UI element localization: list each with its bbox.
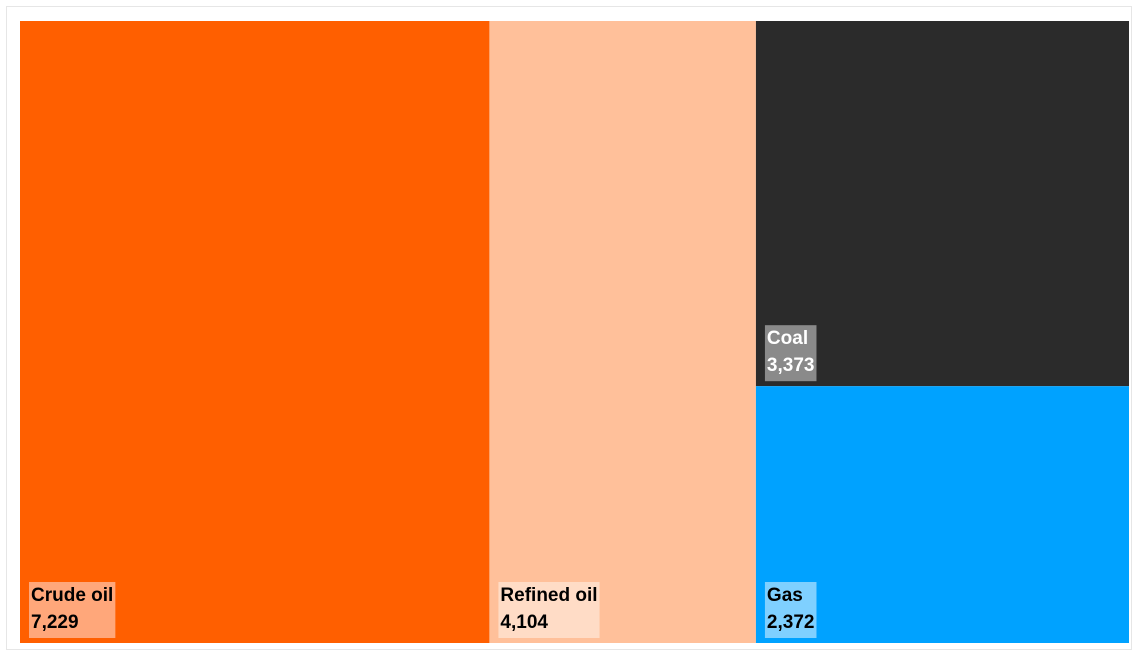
tile-rect-coal <box>755 21 1129 387</box>
tile-refined-oil: Refined oil 4,104 <box>489 21 756 643</box>
tile-label-name-coal: Coal <box>767 328 808 349</box>
tile-label-value-crude-oil: 7,229 <box>31 612 79 633</box>
tile-gas: Gas 2,372 <box>755 386 1129 643</box>
tile-label-bg-crude-oil <box>29 582 116 638</box>
tile-label-value-coal: 3,373 <box>767 355 815 376</box>
tile-crude-oil: Crude oil 7,229 <box>20 21 490 643</box>
tile-label-name-gas: Gas <box>767 585 803 606</box>
treemap-chart: Crude oil 7,229 Refined oil 4,104 Coal 3,373 G… <box>20 21 1129 643</box>
tile-label-value-gas: 2,372 <box>767 612 815 633</box>
tile-rect-gas <box>755 386 1129 643</box>
tile-label-bg-coal <box>764 325 817 382</box>
tile-label-name-crude-oil: Crude oil <box>31 585 113 606</box>
tile-label-name-refined-oil: Refined oil <box>500 585 597 606</box>
tile-label-value-refined-oil: 4,104 <box>500 612 548 633</box>
tile-label-bg-gas <box>764 582 817 638</box>
tile-rect-crude-oil <box>20 21 490 643</box>
tile-coal: Coal 3,373 <box>755 21 1129 387</box>
tile-rect-refined-oil <box>489 21 756 643</box>
tile-label-bg-refined-oil <box>498 582 600 638</box>
